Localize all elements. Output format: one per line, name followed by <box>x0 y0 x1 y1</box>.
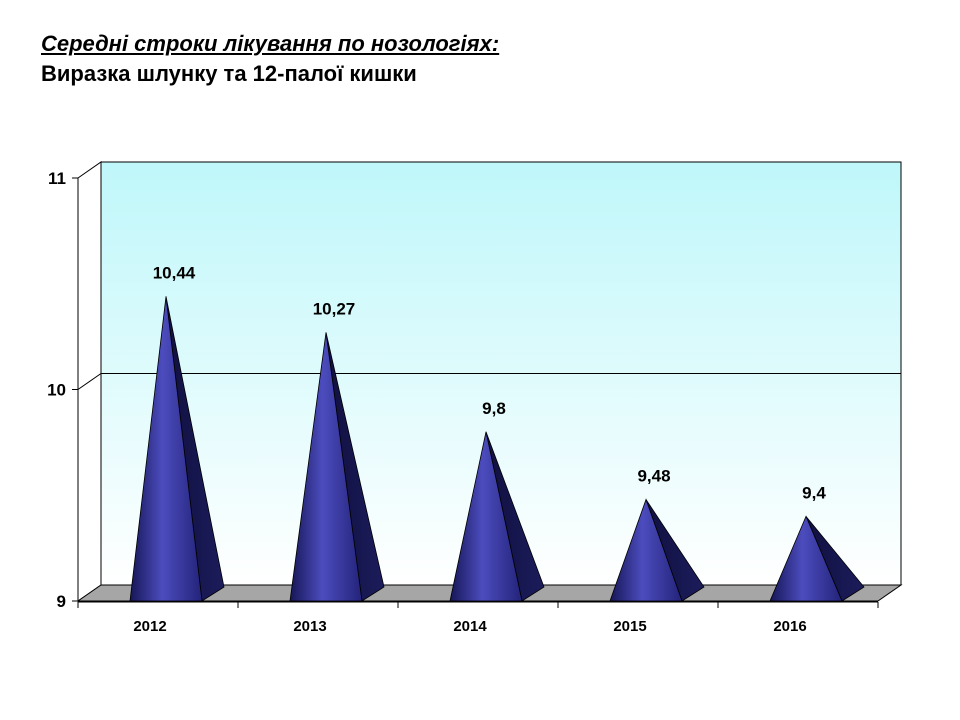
value-label-2012: 10,44 <box>153 263 196 282</box>
value-label-2014: 9,8 <box>482 399 506 418</box>
cone-bar-2015 <box>609 498 683 602</box>
y-tick-label-11: 11 <box>48 169 66 188</box>
y-tick-label-9: 9 <box>57 592 66 611</box>
value-label-2016: 9,4 <box>802 483 826 502</box>
value-label-2015: 9,48 <box>637 466 670 485</box>
x-tick-label-2012: 2012 <box>133 618 166 635</box>
value-label-2013: 10,27 <box>313 299 356 318</box>
x-tick-label-2016: 2016 <box>773 618 806 635</box>
chart-subtitle: Виразка шлунку та 12-палої кишки <box>41 61 417 86</box>
y-tick-label-10: 10 <box>47 381 66 400</box>
gridline-side-10 <box>77 373 102 390</box>
chart-title: Середні строки лікування по нозологіях: <box>41 31 500 56</box>
x-tick-label-2013: 2013 <box>293 618 326 635</box>
chart-title-block: Середні строки лікування по нозологіях: … <box>41 29 499 89</box>
x-tick-label-2014: 2014 <box>453 618 487 635</box>
cone-bar-2014 <box>449 431 523 602</box>
cone-bar-2016 <box>769 515 843 602</box>
cone-bar-2013 <box>289 332 363 602</box>
cone-bar-2012 <box>129 296 203 602</box>
x-tick-label-2015: 2015 <box>613 618 646 635</box>
